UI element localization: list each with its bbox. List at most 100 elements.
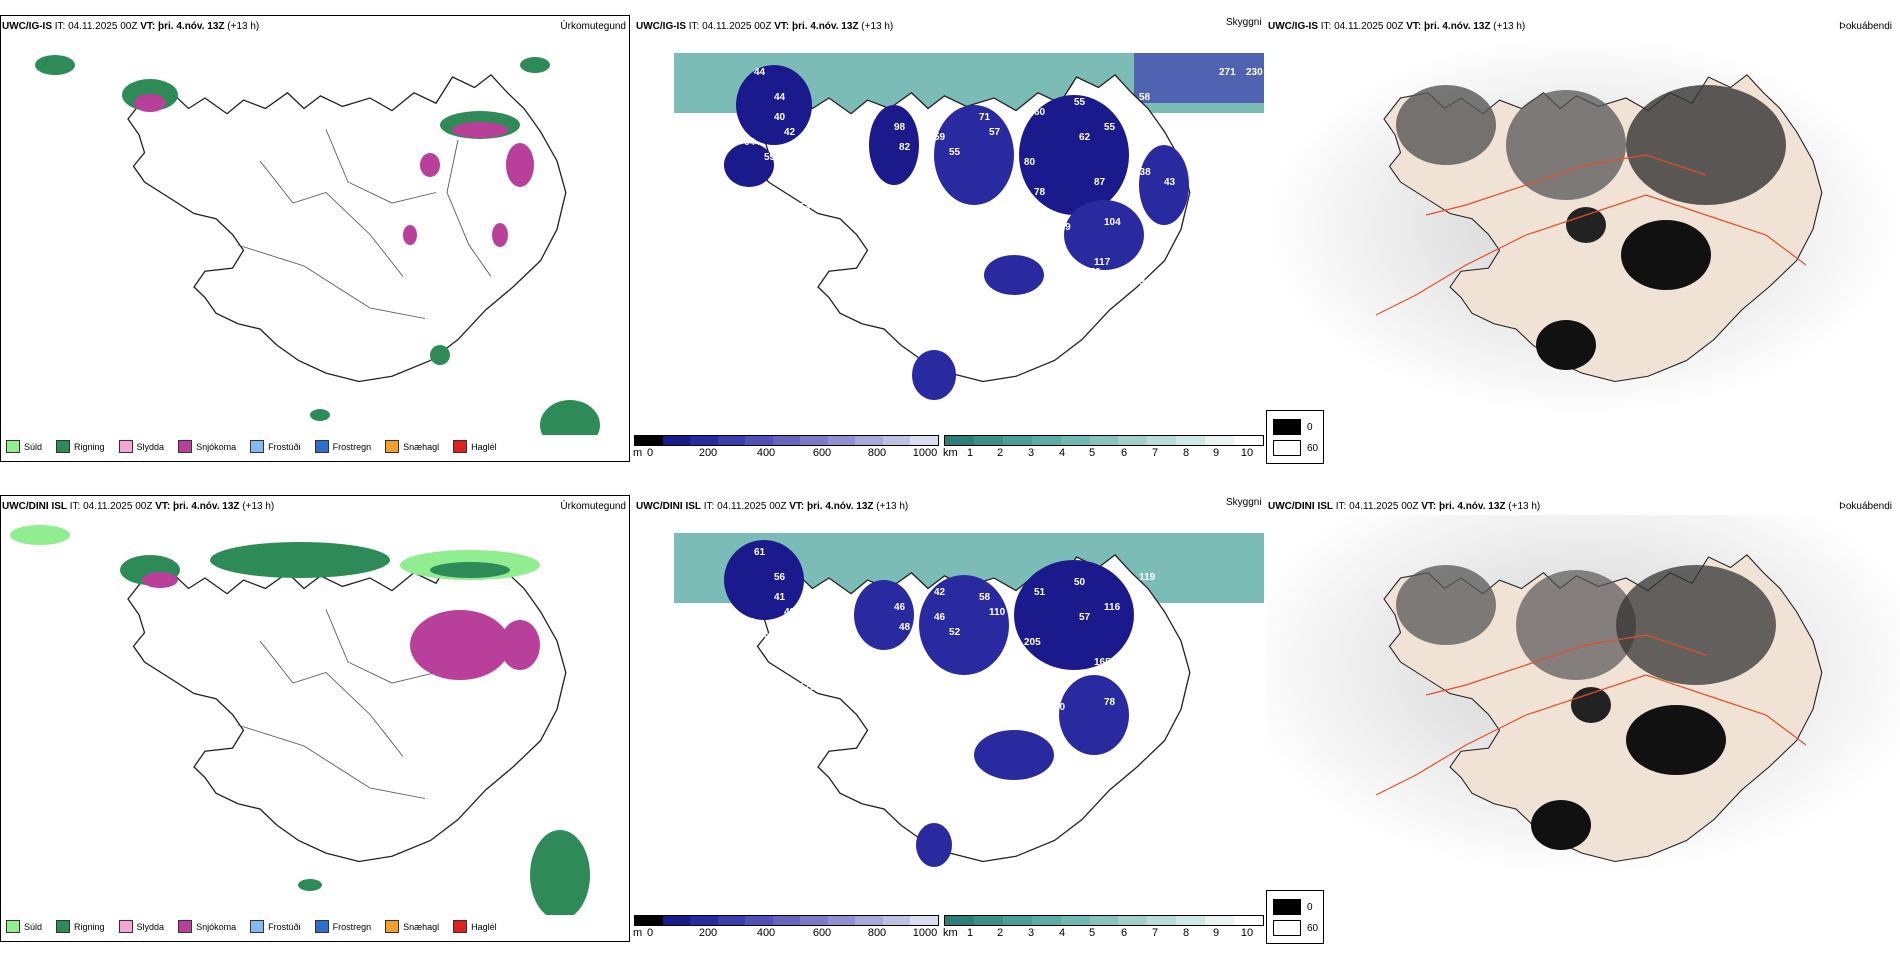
precip-legend: Súld Rigning Slydda Snjókoma Frostúði Fr… (6, 440, 511, 453)
colorbar-cell (910, 436, 939, 445)
init-label: IT: (54, 21, 66, 32)
colorbar-ticks: km 1 2 3 4 5 6 7 8 9 10 (943, 446, 1264, 460)
colorbar-cell (1176, 916, 1206, 925)
cloudbase-value-label: 59 (764, 152, 776, 163)
colorbar-cell (973, 436, 1003, 445)
legend-swatch (178, 440, 193, 453)
cloudbase-value-label: 230 (1246, 67, 1263, 78)
colorbar-ticks: m 0 200 400 600 800 1000 (633, 446, 939, 460)
model-name: UWC/IG-IS (636, 21, 686, 32)
cloudbase-value-label: 55 (949, 147, 961, 158)
lead-time: (+13 h) (876, 501, 909, 512)
cloudbase-value-label: 42 (784, 127, 796, 138)
cloudbase-value-label: 44 (774, 92, 786, 103)
cloudbase-value-label: 104 (1104, 217, 1121, 228)
iceland-coastline (127, 554, 567, 863)
precip-legend: Súld Rigning Slydda Snjókoma Frostúði Fr… (6, 920, 511, 933)
cloudbase-value-label: 56 (1134, 117, 1146, 128)
fog-legend-item: 60 (1273, 440, 1318, 456)
legend-swatch (6, 440, 20, 453)
colorbar-cell (717, 436, 746, 445)
colorbar-cell (690, 436, 718, 445)
cloudbase-value-label: 205 (1024, 637, 1041, 648)
fog-legend: 0 60 (1266, 890, 1324, 944)
model-name: UWC/DINI ISL (1268, 501, 1333, 512)
cloudbase-value-label: 110 (989, 607, 1006, 618)
visibility-colorbar: km 1 2 3 4 5 6 7 8 9 10 (943, 915, 1264, 943)
colorbar-tick: 2 (996, 447, 1004, 459)
colorbar-tick: 400 (756, 447, 776, 459)
cloudbase-value-label: 271 (1219, 67, 1236, 78)
legend-item: Slydda (118, 920, 165, 933)
colorbar-tick: 0 (646, 447, 654, 459)
init-label: IT: (703, 501, 715, 512)
valid-label: VT: (1406, 21, 1422, 32)
legend-label: Slydda (136, 921, 165, 932)
cloudbase-value-label: 125 (799, 682, 816, 693)
colorbar-tick: 6 (1120, 927, 1128, 939)
lead-time: (+13 h) (1493, 21, 1526, 32)
colorbar-cell (1147, 916, 1177, 925)
cloudbase-value-label: 57 (989, 127, 1001, 138)
colorbar-ticks: km 1 2 3 4 5 6 7 8 9 10 (943, 926, 1264, 940)
cloudbase-value-label: 93 (764, 632, 776, 643)
cloudbase-value-label: 51 (1034, 587, 1046, 598)
legend-label: Frostúði (268, 441, 301, 452)
legend-item: Haglél (453, 440, 497, 453)
colorbar-cell (800, 916, 828, 925)
legend-swatch (385, 920, 400, 933)
colorbar-unit: m (633, 447, 643, 459)
valid-time: þri. 4.nóv. 13Z (158, 21, 225, 32)
cloudbase-value-label: 78 (1034, 187, 1046, 198)
colorbar-tick: 10 (1240, 447, 1254, 459)
legend-label: Snæhagl (403, 441, 440, 452)
lead-time: (+13 h) (861, 21, 894, 32)
colorbar-cell (1060, 916, 1090, 925)
colorbar-cell (882, 916, 911, 925)
colorbar-unit: m (633, 927, 643, 939)
legend-label: Súld (24, 921, 43, 932)
visibility-colorbar: km 1 2 3 4 5 6 7 8 9 10 (943, 435, 1264, 463)
cloudbase-value-label: 99 (1004, 197, 1016, 208)
fog-legend-item: 60 (1273, 920, 1318, 936)
fog-legend-label: 60 (1307, 922, 1319, 934)
cloudbase-value-label: 58 (979, 592, 991, 603)
precip-panel-label: Úrkomutegund (560, 501, 626, 512)
colorbar-cell (1002, 916, 1032, 925)
cloudbase-value-label: 170 (1084, 267, 1101, 278)
lead-time: (+13 h) (1508, 501, 1541, 512)
fog-legend-swatch (1273, 440, 1301, 456)
cloudbase-value-label: 164 (1134, 597, 1151, 608)
cloudbase-value-label: 289 (1134, 647, 1151, 658)
fog-legend-label: 60 (1307, 442, 1319, 454)
fog-map (1266, 35, 1900, 415)
cloudbase-value-label: 165 (1094, 657, 1111, 668)
colorbar-cell (1176, 436, 1206, 445)
colorbar-tick: 1 (966, 447, 974, 459)
colorbar-tick: 9 (1212, 927, 1220, 939)
model-name: UWC/IG-IS (1268, 21, 1318, 32)
cloudbase-value-label: 55 (1074, 97, 1086, 108)
cloudbase-value-label: 52 (949, 627, 961, 638)
colorbar-cell (745, 916, 773, 925)
colorbar-cell (800, 436, 828, 445)
precip-panel-label: Úrkomutegund (560, 21, 626, 32)
colorbar-cell (910, 916, 939, 925)
colorbar-strip (944, 915, 1264, 926)
valid-label: VT: (1421, 501, 1437, 512)
colorbar-tick: 600 (812, 927, 832, 939)
valid-label: VT: (140, 21, 156, 32)
colorbar-cell (1234, 436, 1263, 445)
colorbar-cell (1118, 916, 1148, 925)
legend-label: Rigning (74, 441, 105, 452)
colorbar-tick: 2 (996, 927, 1004, 939)
cloudbase-value-label: 60 (1034, 107, 1046, 118)
colorbar-cell (717, 916, 746, 925)
init-label: IT: (688, 21, 700, 32)
fog-legend-label: 0 (1307, 421, 1313, 433)
colorbar-cell (882, 436, 911, 445)
colorbar-tick: 1000 (912, 927, 938, 939)
cloudbase-value-label: 141 (1034, 667, 1051, 678)
